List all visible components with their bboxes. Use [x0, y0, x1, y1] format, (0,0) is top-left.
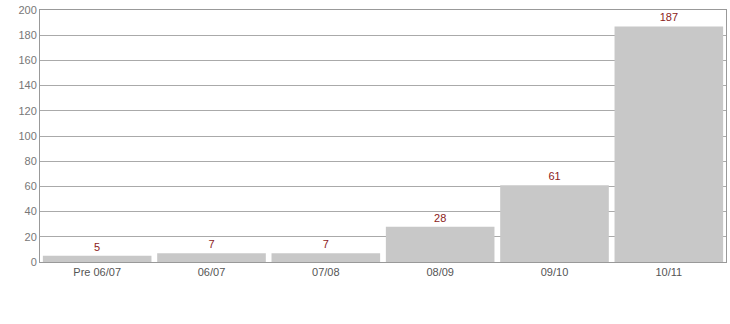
svg-text:61: 61: [548, 170, 560, 182]
svg-text:187: 187: [660, 11, 678, 23]
svg-text:140: 140: [18, 79, 36, 91]
svg-text:160: 160: [18, 54, 36, 66]
svg-text:7: 7: [208, 238, 214, 250]
svg-text:180: 180: [18, 29, 36, 41]
svg-text:5: 5: [94, 241, 100, 253]
svg-text:10/11: 10/11: [655, 266, 682, 278]
svg-text:80: 80: [25, 155, 37, 167]
svg-text:20: 20: [25, 231, 37, 243]
svg-text:120: 120: [18, 105, 36, 117]
svg-text:40: 40: [25, 205, 37, 217]
svg-text:Pre 06/07: Pre 06/07: [73, 266, 121, 278]
svg-text:28: 28: [434, 212, 446, 224]
svg-text:07/08: 07/08: [312, 266, 340, 278]
svg-text:0: 0: [31, 256, 37, 268]
svg-text:7: 7: [323, 238, 329, 250]
svg-text:09/10: 09/10: [541, 266, 569, 278]
svg-text:06/07: 06/07: [198, 266, 226, 278]
svg-text:100: 100: [18, 130, 36, 142]
svg-text:200: 200: [18, 4, 36, 16]
svg-text:08/09: 08/09: [426, 266, 454, 278]
svg-text:60: 60: [25, 180, 37, 192]
